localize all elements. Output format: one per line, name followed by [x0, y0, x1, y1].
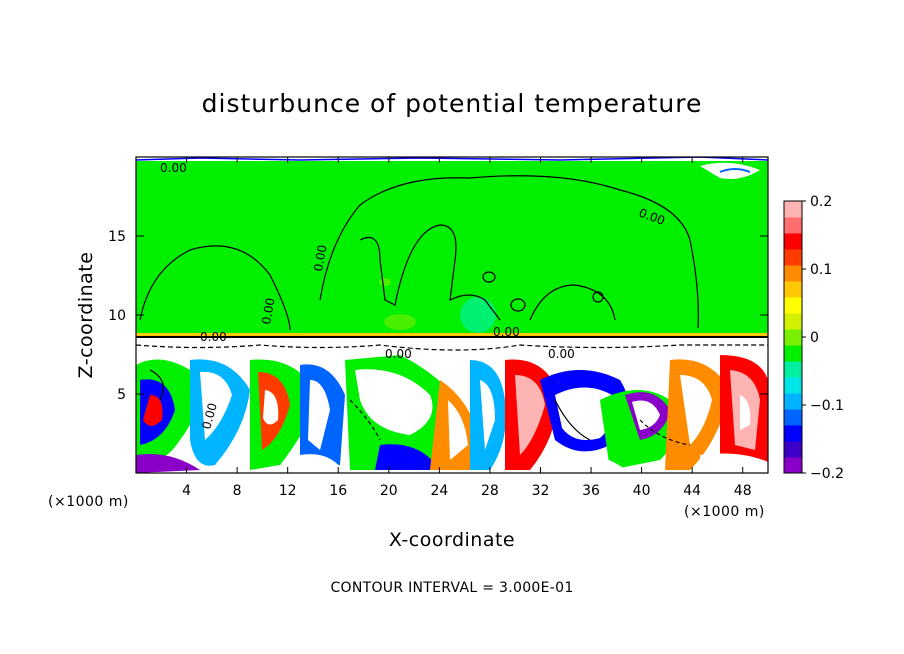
x-tick-label: 24	[430, 483, 448, 499]
x-unit-left: (×1000 m)	[48, 494, 129, 510]
colorbar-tick-label: −0.1	[810, 398, 844, 414]
contours	[136, 175, 768, 446]
x-tick-label: 4	[182, 483, 191, 499]
x-axis-label: X-coordinate	[389, 529, 515, 551]
colorbar-tick-label: 0.2	[810, 194, 832, 210]
upper-yellowgreen-patch	[384, 314, 416, 330]
colorbar-swatch	[784, 457, 802, 474]
colorbar-swatch	[784, 425, 802, 442]
colorbar	[783, 200, 803, 474]
top-band-line	[136, 157, 768, 161]
contour-interval-note: CONTOUR INTERVAL = 3.000E-01	[330, 580, 573, 596]
top-right-patch	[700, 162, 760, 179]
y-axis-ticks: 5 10 15	[108, 229, 768, 403]
colorbar-swatch	[784, 441, 802, 458]
contour-label: 0.00	[199, 401, 219, 430]
plot-area: 0.00 0.00 0.00 0.00 0.00 0.00 0.00 0.00 …	[136, 157, 768, 473]
colorbar-swatch	[784, 281, 802, 298]
colorbar-swatch	[784, 313, 802, 330]
x-tick-label: 12	[279, 483, 297, 499]
colorbar-swatch	[784, 393, 802, 410]
colorbar-swatch	[784, 377, 802, 394]
x-axis-ticks: 4 8 12 16 20 24 28 32 36 40 44 48	[182, 157, 752, 499]
colorbar-tick-label: 0	[810, 330, 819, 346]
x-unit-right: (×1000 m)	[684, 504, 765, 520]
colorbar-swatch	[784, 233, 802, 250]
colorbar-swatch	[784, 345, 802, 362]
contour-label: 0.00	[200, 330, 227, 344]
colorbar-swatch	[784, 297, 802, 314]
x-tick-label: 40	[633, 483, 651, 499]
contour-label: 0.00	[160, 161, 187, 175]
colorbar-ticks: 0.2 0.1 0 −0.1 −0.2	[802, 194, 844, 482]
x-tick-label: 36	[582, 483, 600, 499]
x-tick-label: 8	[233, 483, 242, 499]
upper-field	[136, 160, 768, 335]
colorbar-swatch	[784, 265, 802, 282]
x-tick-label: 28	[481, 483, 499, 499]
colorbar-swatch	[784, 361, 802, 378]
x-tick-label: 16	[329, 483, 347, 499]
x-tick-label: 44	[683, 483, 701, 499]
x-tick-label: 48	[734, 483, 752, 499]
lower-field	[136, 340, 768, 473]
chart-title: disturbunce of potential temperature	[202, 89, 703, 118]
colorbar-tick-label: 0.1	[810, 262, 832, 278]
upper-cyan-patch	[460, 297, 496, 333]
x-tick-label: 32	[532, 483, 550, 499]
colorbar-swatch	[784, 217, 802, 234]
contour-label: 0.00	[259, 297, 277, 326]
colorbar-tick-label: −0.2	[810, 466, 844, 482]
y-tick-label: 15	[108, 229, 126, 245]
y-tick-label: 10	[108, 308, 126, 324]
colorbar-swatch	[784, 249, 802, 266]
colorbar-swatch	[784, 201, 802, 218]
contour-label: 0.00	[311, 244, 329, 273]
contour-label: 0.00	[493, 325, 520, 339]
y-axis-label: Z-coordinate	[75, 252, 97, 379]
colorbar-swatch	[784, 409, 802, 426]
contour-label: 0.00	[385, 347, 412, 361]
contour-label: 0.00	[548, 347, 575, 361]
x-tick-label: 20	[380, 483, 398, 499]
interface-band	[136, 333, 768, 337]
y-tick-label: 5	[117, 387, 126, 403]
colorbar-swatch	[784, 329, 802, 346]
